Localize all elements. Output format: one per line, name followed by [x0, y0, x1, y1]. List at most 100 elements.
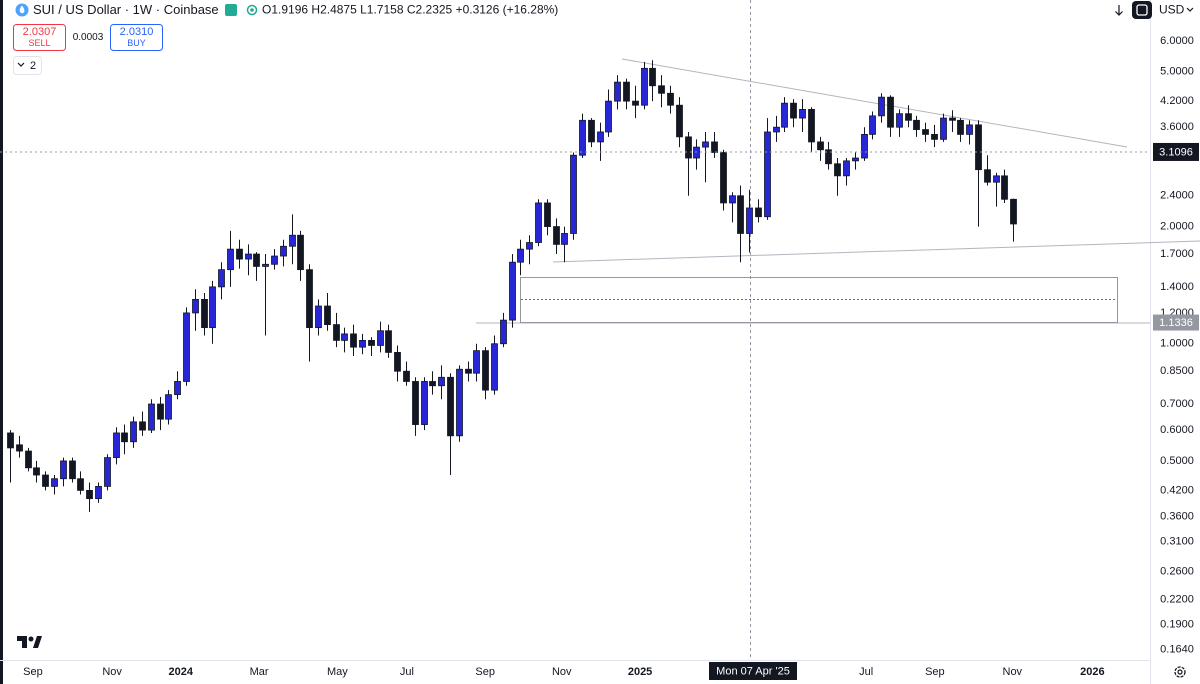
candle-body: [183, 312, 190, 382]
x-tick-label: Nov: [552, 666, 572, 678]
chevron-icon: [17, 62, 25, 67]
y-tick-label: 0.2200: [1160, 594, 1194, 606]
candle-body: [632, 100, 639, 106]
symbol-title[interactable]: SUI / US Dollar · 1W · Coinbase: [33, 2, 219, 17]
ohlc-letter: H: [311, 3, 320, 17]
candle-body: [667, 92, 674, 106]
candle-body: [790, 102, 797, 119]
y-tick-label: 2.0000: [1160, 220, 1194, 232]
ohlc-value: 2.4875: [320, 3, 357, 17]
candle-body: [993, 175, 1000, 183]
rectangle-drawing[interactable]: [520, 277, 1118, 323]
y-tick-label: 0.7000: [1160, 398, 1194, 410]
y-tick-label: 1.0000: [1160, 338, 1194, 350]
candle-body: [561, 233, 568, 245]
x-tick-label: May: [327, 666, 348, 678]
candle-body: [33, 467, 40, 476]
candle-body: [605, 100, 612, 133]
buy-label: BUY: [127, 38, 146, 48]
currency[interactable]: USD: [1159, 3, 1185, 17]
buy-button[interactable]: [110, 24, 163, 51]
window-edge: [0, 0, 3, 684]
ohlc-legend: O1.9196 H2.4875 L1.7158 C2.2325 +0.3126 …: [262, 3, 558, 17]
candle-body: [60, 460, 67, 480]
candle-body: [676, 104, 683, 138]
trend-line[interactable]: [552, 240, 1200, 263]
candle-body: [157, 403, 164, 420]
crosshair-date-box: [709, 662, 797, 680]
candle-body: [165, 394, 172, 420]
market-status[interactable]: [225, 4, 237, 16]
ohlc-change: +0.3126 (+16.28%): [456, 3, 559, 17]
candle-body: [77, 478, 84, 491]
candle-body: [773, 126, 780, 133]
candle-body: [227, 248, 234, 271]
candle-body: [377, 330, 384, 346]
candle-body: [544, 202, 551, 227]
y-tick-label: 0.8500: [1160, 365, 1194, 377]
candle-body: [949, 117, 956, 121]
y-tick-label: 3.6000: [1160, 121, 1194, 133]
hline-price: 1.1336: [1159, 317, 1193, 329]
buy-price: 2.0310: [120, 26, 154, 38]
candle-body: [975, 124, 982, 171]
candle-body: [368, 339, 375, 346]
y-tick-label: 0.3100: [1160, 536, 1194, 548]
candle-body: [86, 489, 93, 500]
candle-body: [7, 432, 14, 449]
candle-body: [685, 136, 692, 159]
candle-body: [192, 298, 199, 314]
x-tick-label: Nov: [1003, 666, 1023, 678]
candle-body: [1010, 198, 1017, 225]
y-tick-label: 6.0000: [1160, 35, 1194, 47]
layout-icon: [1136, 4, 1148, 16]
candle-body: [271, 255, 278, 265]
x-tick-label: Mar: [250, 666, 269, 678]
candle-body: [878, 96, 885, 117]
candle-body: [711, 141, 718, 153]
candle-body: [764, 131, 771, 218]
candle-body: [984, 169, 991, 183]
candle-body: [280, 245, 287, 257]
candle-body: [781, 102, 788, 128]
candle-body: [817, 141, 824, 151]
candle-body: [658, 85, 665, 94]
candle-body: [614, 81, 621, 102]
indicators-toggle[interactable]: [13, 56, 42, 75]
currency-chevron[interactable]: [1186, 7, 1194, 12]
candle-body: [262, 263, 269, 267]
candle-body: [720, 152, 727, 204]
ohlc-value: 2.2325: [416, 3, 453, 17]
candle-body: [746, 207, 753, 234]
candle-body: [104, 457, 111, 487]
candle-body: [324, 305, 331, 325]
hline-price-box: [1153, 314, 1199, 331]
price-axis: 6.0000 5.0000 4.2000 3.6000 2.4000 2.0000 1.70…: [1160, 35, 1194, 656]
candle-body: [861, 133, 868, 159]
y-tick-label: 0.3600: [1160, 510, 1194, 522]
candle-body: [253, 253, 260, 267]
candle-body: [130, 421, 137, 443]
crosshair-price: 3.1096: [1159, 146, 1193, 158]
candle-body: [121, 432, 128, 443]
trend-line[interactable]: [621, 58, 1128, 148]
ohlc-letter: C: [407, 3, 416, 17]
layout-button[interactable]: [1132, 1, 1152, 19]
settings-button[interactable]: [1174, 666, 1186, 678]
scroll-button[interactable]: [1115, 5, 1123, 16]
candle-body: [905, 113, 912, 121]
candle-body: [412, 381, 419, 425]
candle-body: [69, 460, 76, 480]
candle-body: [869, 115, 876, 135]
candle-body: [341, 333, 348, 341]
y-tick-label: 0.4200: [1160, 484, 1194, 496]
sell-button[interactable]: [13, 24, 66, 51]
x-tick-label: Nov: [102, 666, 122, 678]
candle-body: [465, 368, 472, 374]
candle-body: [245, 253, 252, 260]
candle-body: [649, 67, 656, 87]
candle-body: [42, 474, 49, 487]
candle-body: [579, 119, 586, 156]
crosshair-price-box: [1153, 142, 1199, 161]
